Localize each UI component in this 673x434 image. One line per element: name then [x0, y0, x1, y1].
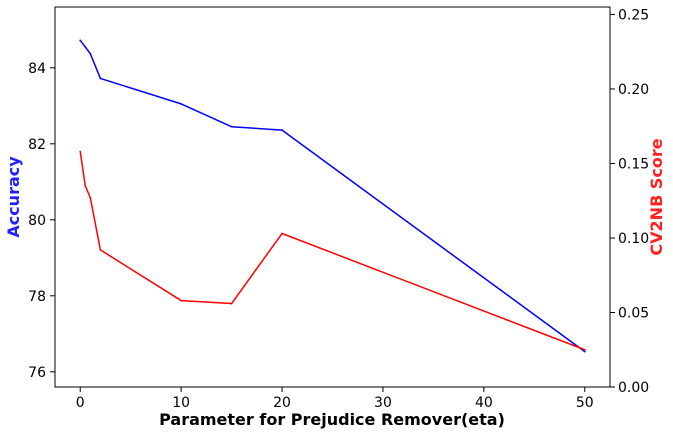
- left-y-axis-label: Accuracy: [4, 156, 23, 238]
- cv2nb-point: [230, 302, 233, 305]
- cv2nb-point: [89, 196, 92, 199]
- x-axis-ticks: 0 10 20 30 40 50: [76, 387, 594, 411]
- x-tick-label: 50: [576, 395, 594, 411]
- right-y-tick-label: 0.25: [618, 7, 649, 23]
- accuracy-point: [84, 46, 87, 48]
- left-y-tick-label: 78: [28, 289, 46, 305]
- cv2nb-point: [281, 232, 283, 235]
- right-y-tick-label: 0.15: [618, 156, 649, 172]
- cv2nb-point: [99, 249, 102, 251]
- accuracy-point: [180, 103, 183, 105]
- right-y-tick-label: 0.10: [618, 231, 649, 247]
- x-tick-label: 0: [76, 395, 85, 411]
- right-y-tick-label: 0.00: [618, 380, 649, 396]
- x-tick-label: 10: [172, 395, 190, 411]
- accuracy-point: [230, 125, 233, 128]
- left-y-tick-label: 76: [28, 365, 46, 381]
- accuracy-series-line: [79, 39, 586, 353]
- right-y-axis-ticks: 0.00 0.05 0.10 0.15 0.20 0.25: [610, 7, 649, 396]
- accuracy-point: [583, 350, 586, 353]
- left-y-tick-label: 82: [28, 137, 46, 153]
- accuracy-point: [281, 129, 283, 132]
- accuracy-point: [89, 52, 92, 55]
- x-tick-label: 20: [273, 395, 291, 411]
- cv2nb-point: [180, 299, 183, 302]
- left-y-axis-ticks: 76 78 80 82 84: [28, 61, 55, 381]
- right-y-axis-label: CV2NB Score: [647, 138, 666, 255]
- cv2nb-point: [79, 150, 82, 153]
- right-y-tick-label: 0.05: [618, 305, 649, 321]
- cv2nb-series-line: [79, 151, 586, 351]
- x-tick-label: 40: [475, 395, 493, 411]
- plot-area: [54, 6, 611, 388]
- accuracy-point: [99, 77, 102, 80]
- right-y-tick-label: 0.20: [618, 82, 649, 98]
- left-y-tick-label: 80: [28, 213, 46, 229]
- x-axis-label: Parameter for Prejudice Remover(eta): [159, 410, 505, 429]
- cv2nb-point: [84, 184, 87, 187]
- cv2nb-point: [583, 348, 586, 351]
- accuracy-point: [79, 39, 82, 42]
- left-y-tick-label: 84: [28, 61, 46, 77]
- series-layer: [79, 39, 586, 353]
- x-tick-label: 30: [374, 395, 392, 411]
